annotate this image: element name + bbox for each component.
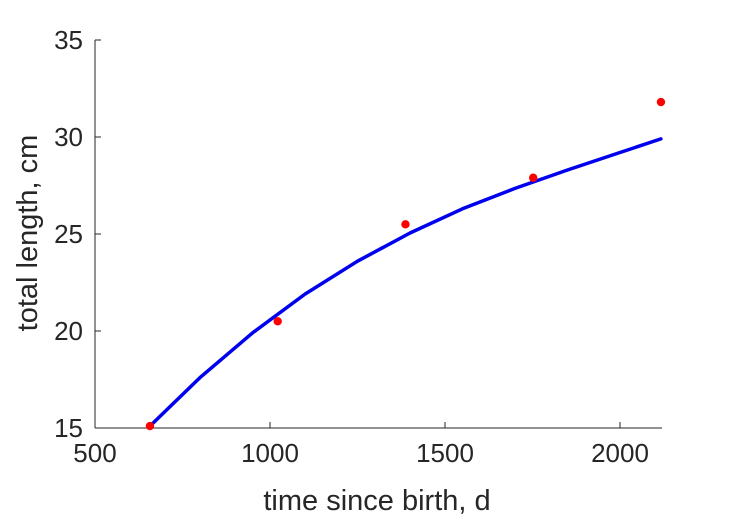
y-tick-label: 15	[54, 413, 83, 443]
plot-area	[145, 97, 666, 431]
fit-curve-line	[148, 137, 663, 428]
data-point	[656, 97, 666, 107]
data-point	[273, 317, 282, 326]
y-tick-label: 35	[54, 25, 83, 55]
y-axis-label: total length, cm	[12, 135, 44, 332]
y-tick-label: 30	[54, 122, 83, 152]
x-tick-label: 1000	[241, 438, 299, 468]
x-tick-label: 2000	[591, 438, 649, 468]
data-point	[401, 220, 410, 229]
y-tick-label: 20	[54, 316, 83, 346]
y-tick-label: 25	[54, 219, 83, 249]
data-point	[145, 421, 155, 431]
x-axis-label: time since birth, d	[263, 485, 490, 517]
x-tick-label: 1500	[416, 438, 474, 468]
data-point	[529, 173, 538, 182]
axes: 500 1000 1500 2000 15 20 25 30 35	[54, 25, 662, 468]
x-tick-label: 500	[73, 438, 116, 468]
